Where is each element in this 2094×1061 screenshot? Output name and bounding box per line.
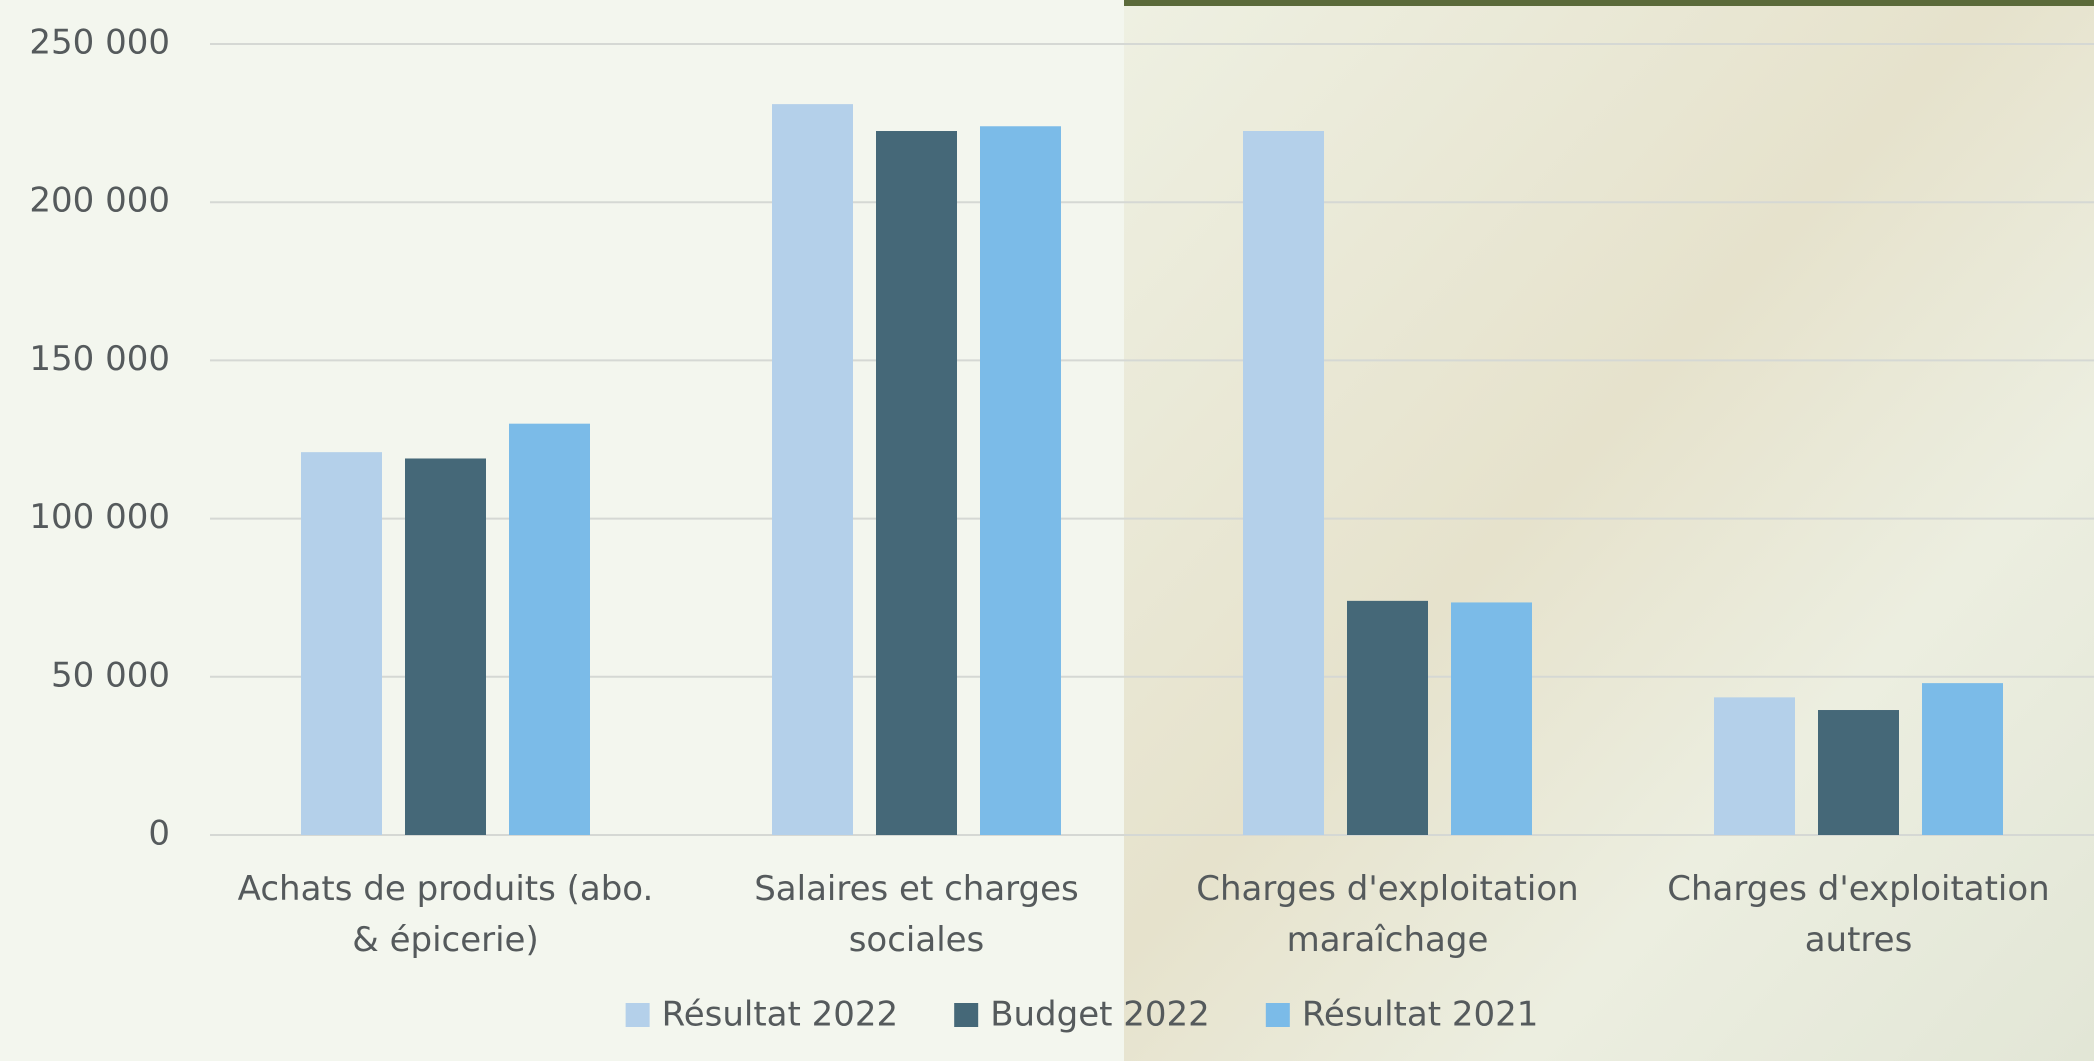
bar <box>980 126 1061 836</box>
x-tick-label: Achats de produits (abo. & épicerie) <box>238 869 654 960</box>
y-tick-label: 250 000 <box>29 23 170 63</box>
bar <box>1714 697 1795 835</box>
legend-label: Résultat 2021 <box>1302 995 1539 1035</box>
bar <box>509 423 590 835</box>
x-tick-label: Salaires et charges sociales <box>754 869 1079 960</box>
legend-swatch <box>1265 1003 1290 1027</box>
legend-swatch <box>954 1003 979 1027</box>
y-tick-label: 50 000 <box>51 655 170 695</box>
bar <box>876 131 957 835</box>
photo-edge <box>1124 0 2094 6</box>
y-tick-label: 0 <box>148 814 170 854</box>
bar <box>405 458 486 835</box>
bar <box>1243 131 1324 835</box>
x-tick-label: Charges d'exploitation autres <box>1667 869 2049 960</box>
legend-swatch <box>625 1003 650 1027</box>
bar <box>1818 710 1899 835</box>
legend: Résultat 2022 Budget 2022 Résultat 2021 <box>625 995 1539 1035</box>
bar <box>1347 600 1428 835</box>
x-tick-label: Charges d'exploitation maraîchage <box>1196 869 1578 960</box>
legend-label: Budget 2022 <box>990 995 1210 1035</box>
bar <box>772 104 853 836</box>
y-tick-label: 150 000 <box>29 339 170 379</box>
bar <box>1922 683 2003 835</box>
y-tick-label: 200 000 <box>29 181 170 221</box>
bar <box>1451 602 1532 835</box>
legend-label: Résultat 2022 <box>662 995 899 1035</box>
y-tick-label: 100 000 <box>29 497 170 537</box>
bar <box>301 452 382 835</box>
